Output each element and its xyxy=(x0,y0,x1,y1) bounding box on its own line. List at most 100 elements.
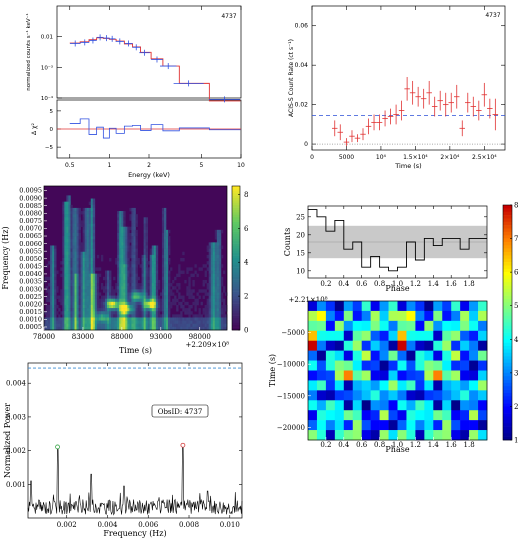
wavelet-cell xyxy=(125,264,128,268)
wavelet-cell xyxy=(127,248,130,253)
wavelet-cell xyxy=(151,276,155,281)
wavelet-cell xyxy=(48,298,51,303)
wavelet-cell xyxy=(125,229,128,234)
phase-map-colorbar-cell xyxy=(503,393,512,397)
wavelet-cell xyxy=(76,289,79,293)
wavelet-cell xyxy=(98,308,102,312)
wavelet-cell xyxy=(194,323,197,328)
wavelet-cell xyxy=(212,301,216,306)
wavelet-cell xyxy=(84,323,87,328)
wavelet-cell xyxy=(70,276,73,281)
wavelet-cell xyxy=(72,317,75,321)
wavelet-cell xyxy=(184,311,187,315)
wavelet-cell xyxy=(78,236,81,240)
wavelet-cell xyxy=(96,279,100,284)
phase-map-cell xyxy=(316,301,327,312)
wavelet-cell xyxy=(151,254,155,259)
wavelet-cell xyxy=(66,211,69,215)
phase-map-cell xyxy=(388,380,398,391)
wavelet-cell xyxy=(224,317,228,321)
wavelet-cell xyxy=(80,273,83,278)
wavelet-cell xyxy=(119,217,122,221)
wavelet-cell xyxy=(166,267,169,271)
wavelet-cell xyxy=(80,298,83,303)
wavelet-cell xyxy=(76,258,79,262)
wavelet-cell xyxy=(86,308,90,312)
wavelet-cell xyxy=(166,248,169,253)
wavelet-cell xyxy=(194,314,197,318)
wavelet-y-tick-label: 0.0060 xyxy=(19,240,42,248)
wavelet-cell xyxy=(119,267,122,271)
wavelet-cell xyxy=(68,283,71,287)
wavelet-cell xyxy=(66,308,69,312)
wavelet-cell xyxy=(46,320,49,325)
wavelet-cell xyxy=(92,283,96,287)
wavelet-cell xyxy=(214,276,218,281)
wavelet-cell xyxy=(117,258,120,262)
wavelet-cell xyxy=(54,283,57,287)
wavelet-cell xyxy=(84,261,87,265)
phase-map-cell xyxy=(379,320,389,332)
wavelet-cell xyxy=(54,251,57,256)
wavelet-cell xyxy=(76,314,79,318)
wavelet-cell xyxy=(188,267,191,271)
wavelet-cell xyxy=(66,273,69,278)
wavelet-cell xyxy=(161,273,165,278)
wavelet-cell xyxy=(168,276,171,281)
wavelet-cell xyxy=(133,276,136,281)
wavelet-cell xyxy=(188,317,191,321)
wavelet-cell xyxy=(161,276,165,281)
wavelet-cell xyxy=(82,258,85,262)
wavelet-cell xyxy=(147,320,151,325)
wavelet-cell xyxy=(214,314,218,318)
wavelet-cell xyxy=(100,323,104,328)
wavelet-cell xyxy=(56,270,59,274)
wavelet-cell xyxy=(218,276,222,281)
phase-map-cell xyxy=(316,380,327,391)
lightcurve-y-tick-label: 0 xyxy=(304,141,308,148)
wavelet-cell xyxy=(121,220,124,224)
wavelet-cell xyxy=(168,304,171,309)
wavelet-cell xyxy=(107,323,110,328)
wavelet-cell xyxy=(180,323,183,328)
wavelet-cell xyxy=(58,308,61,312)
wavelet-cell xyxy=(98,292,102,296)
wavelet-cell xyxy=(117,248,120,253)
wavelet-cell xyxy=(188,283,191,287)
phase-map-colorbar-cell xyxy=(503,322,512,327)
phase-map-cell xyxy=(469,400,479,411)
wavelet-cell xyxy=(56,295,59,299)
wavelet-cell xyxy=(129,301,132,306)
wavelet-cell xyxy=(131,232,134,237)
wavelet-y-tick-label: 0.0010 xyxy=(19,316,42,324)
wavelet-cell xyxy=(153,279,157,284)
wavelet-cell xyxy=(113,292,116,296)
lightcurve-x-tick-label: 10⁴ xyxy=(376,154,387,161)
wavelet-cell xyxy=(121,258,124,262)
wavelet-cell xyxy=(64,223,67,227)
wavelet-colorbar-cell xyxy=(232,313,240,316)
wavelet-cell xyxy=(170,283,173,287)
wavelet-cell xyxy=(88,286,92,290)
wavelet-cell xyxy=(78,251,81,256)
wavelet-cell xyxy=(131,242,134,246)
wavelet-cell xyxy=(119,236,122,240)
wavelet-cell xyxy=(72,267,75,271)
phase-map-cell xyxy=(308,310,318,322)
wavelet-cell xyxy=(90,270,94,274)
wavelet-cell xyxy=(121,273,124,278)
wavelet-cell xyxy=(68,264,71,268)
phase-map-cell xyxy=(451,360,461,371)
wavelet-cell xyxy=(135,320,138,325)
wavelet-cell xyxy=(127,258,130,262)
wavelet-cell xyxy=(166,232,169,237)
wavelet-cell xyxy=(84,245,87,249)
wavelet-colorbar-cell xyxy=(232,248,240,252)
wavelet-cell xyxy=(115,323,118,328)
wavelet-cell xyxy=(92,289,96,293)
wavelet-cell xyxy=(168,261,171,265)
wavelet-cell xyxy=(66,295,69,299)
wavelet-cell xyxy=(190,320,193,325)
wavelet-cell xyxy=(208,242,212,246)
phase-map-cell xyxy=(361,360,371,371)
